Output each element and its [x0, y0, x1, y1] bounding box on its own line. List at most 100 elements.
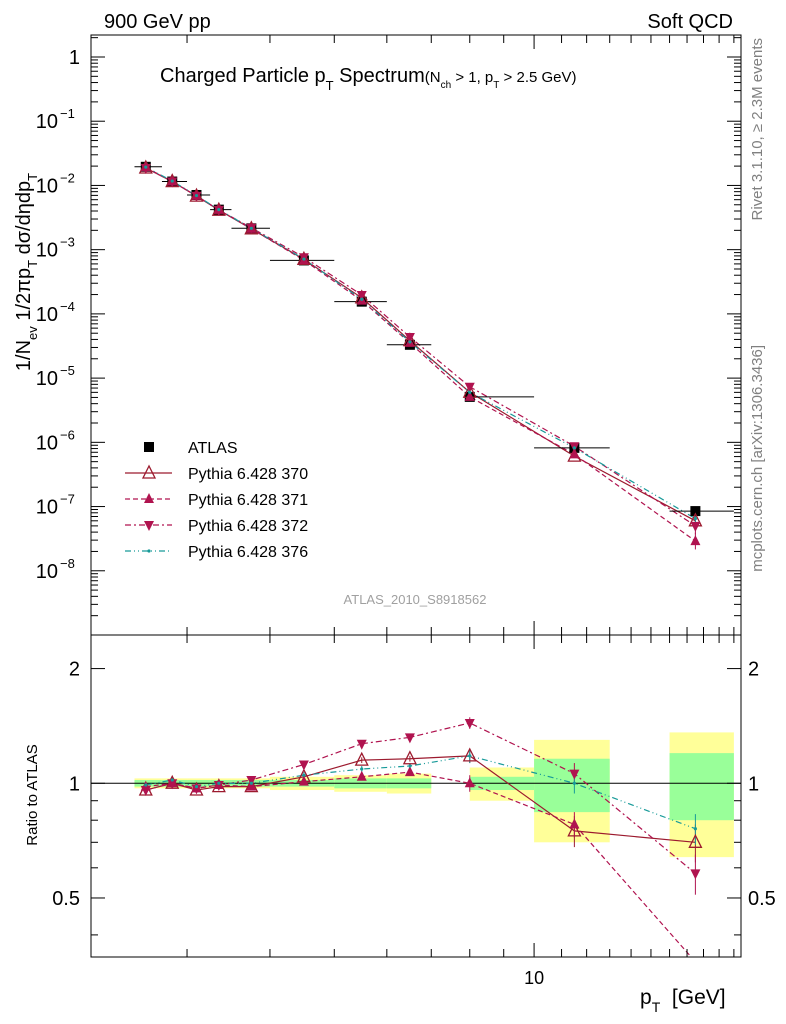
title-cut-sub2: T: [493, 80, 499, 91]
y-tick-exponent: −2: [60, 170, 75, 185]
y-tick-exponent: −6: [60, 427, 75, 442]
ratio-point-p372: [167, 779, 178, 790]
main-point-p370: [296, 250, 311, 265]
y-tick-label-main: 10: [36, 175, 58, 197]
header-right: Soft QCD: [647, 11, 733, 33]
y-tick-base: 10: [36, 240, 58, 262]
ratio-line-p370: [145, 755, 696, 843]
y-tick-exponent: −3: [60, 235, 75, 250]
xlabel-part-b: [GeV]: [660, 986, 725, 1009]
ratio-point-p376: [693, 827, 697, 831]
ratio-point-p372: [140, 786, 151, 797]
main-point-p376: [468, 390, 472, 394]
ratio-point-p370: [402, 750, 417, 765]
ratio-line-p372: [145, 722, 696, 874]
ratio-tick-label-right: 2: [748, 659, 759, 681]
ratio-point-p372: [246, 776, 257, 787]
y-tick-label-main: 10: [36, 111, 58, 133]
legend-label-p376: Pythia 6.428 376: [188, 544, 308, 561]
legend-marker-p370: [141, 464, 157, 479]
ratio-plot-frame: [90, 634, 742, 958]
ratio-point-p376: [144, 783, 148, 787]
main-point-p370: [244, 220, 259, 235]
y-tick-label-main: 10: [36, 497, 58, 519]
title-cut-sub1: ch: [441, 80, 452, 91]
main-point-p376: [572, 446, 576, 450]
ratio-point-p372: [213, 780, 224, 791]
y-tick-label-main: 10: [36, 561, 58, 583]
ratio-point-p370: [354, 751, 369, 766]
legend: ATLAS Pythia 6.428 370 Pythia 6.428 371 …: [125, 440, 308, 561]
title-cut-open: (N: [425, 69, 441, 86]
data-markers: [138, 159, 703, 880]
ratio-point-p376: [302, 773, 306, 777]
main-point-data: [690, 506, 701, 517]
ratio-point-p370: [462, 747, 477, 762]
xlabel-part-a: p: [640, 986, 652, 1009]
ratio-point-p372: [569, 769, 580, 780]
y-tick-base: 10: [36, 561, 58, 583]
ratio-line-p376: [145, 755, 696, 830]
y-axis-label-main: 1/Nev 1/2πpT dσ/dηdpT: [13, 173, 40, 371]
y-tick-exponent: −4: [60, 299, 75, 314]
main-point-p376: [693, 516, 697, 521]
ratio-point-p372: [464, 718, 475, 729]
legend-marker-p376: [147, 549, 151, 553]
legend-label-p370: Pythia 6.428 370: [188, 466, 308, 483]
main-point-p376: [360, 297, 364, 301]
ratio-point-p372: [404, 733, 415, 744]
ratio-point-p376: [217, 781, 221, 785]
main-line-p371: [145, 166, 696, 542]
y-tick-exponent: −1: [60, 106, 75, 121]
main-point-p376: [249, 226, 253, 230]
y-tick-label-main: 10: [36, 304, 58, 326]
ratio-tick-label-right: 0.5: [748, 888, 776, 910]
y-tick-base: 10: [36, 111, 58, 133]
main-point-p372: [356, 290, 367, 301]
main-point-p376: [194, 193, 199, 198]
y-tick-base: 10: [36, 497, 58, 519]
ratio-point-p372: [298, 760, 309, 771]
ylabel-part-a: 1/N: [13, 340, 35, 371]
main-point-p376: [217, 208, 221, 212]
ratio-point-p376: [360, 767, 364, 771]
main-point-p376: [408, 340, 412, 344]
legend-symbols: [125, 442, 172, 553]
ratio-point-p376: [170, 778, 174, 782]
ratio-point-p376: [249, 781, 253, 785]
main-point-p371: [690, 535, 701, 546]
ratio-band-inner: [534, 758, 610, 813]
main-point-p376: [144, 165, 148, 169]
title-cut-mid: > 1, p: [451, 69, 493, 86]
y-tick-base: 10: [36, 432, 58, 454]
ratio-tick-label-right: 1: [748, 773, 759, 795]
y-tick-label-main: 10: [36, 368, 58, 390]
main-point-p372: [140, 163, 151, 174]
legend-label-p372: Pythia 6.428 372: [188, 518, 308, 535]
ylabel-sub-c: T: [25, 173, 40, 181]
y-tick-label-main: 10: [36, 432, 58, 454]
axis-ticks: [91, 35, 741, 957]
main-point-p371: [464, 390, 475, 401]
rivet-info: Rivet 3.1.10, ≥ 2.3M events: [749, 38, 766, 221]
header-left: 900 GeV pp: [104, 11, 211, 33]
ratio-point-p371: [404, 766, 415, 777]
main-point-p372: [690, 521, 701, 532]
y-tick-base: 10: [36, 368, 58, 390]
ratio-point-p371: [464, 777, 475, 788]
x-axis-label: pT [GeV]: [640, 986, 726, 1015]
title-text-1: Charged Particle p: [160, 65, 326, 87]
ylabel-sub-a: ev: [25, 326, 40, 340]
ratio-uncertainty-bands: [134, 732, 734, 858]
ratio-point-p371: [298, 775, 309, 786]
ylabel-sub-b: T: [25, 260, 40, 268]
legend-marker-p372: [144, 521, 154, 531]
legend-label-atlas: ATLAS: [188, 440, 238, 457]
y-tick-base: 10: [36, 175, 58, 197]
ratio-point-p370: [688, 833, 703, 848]
y-axis-label-ratio: Ratio to ATLAS: [24, 744, 41, 845]
main-point-p372: [404, 333, 415, 344]
ratio-tick-label-left: 1: [69, 773, 80, 795]
